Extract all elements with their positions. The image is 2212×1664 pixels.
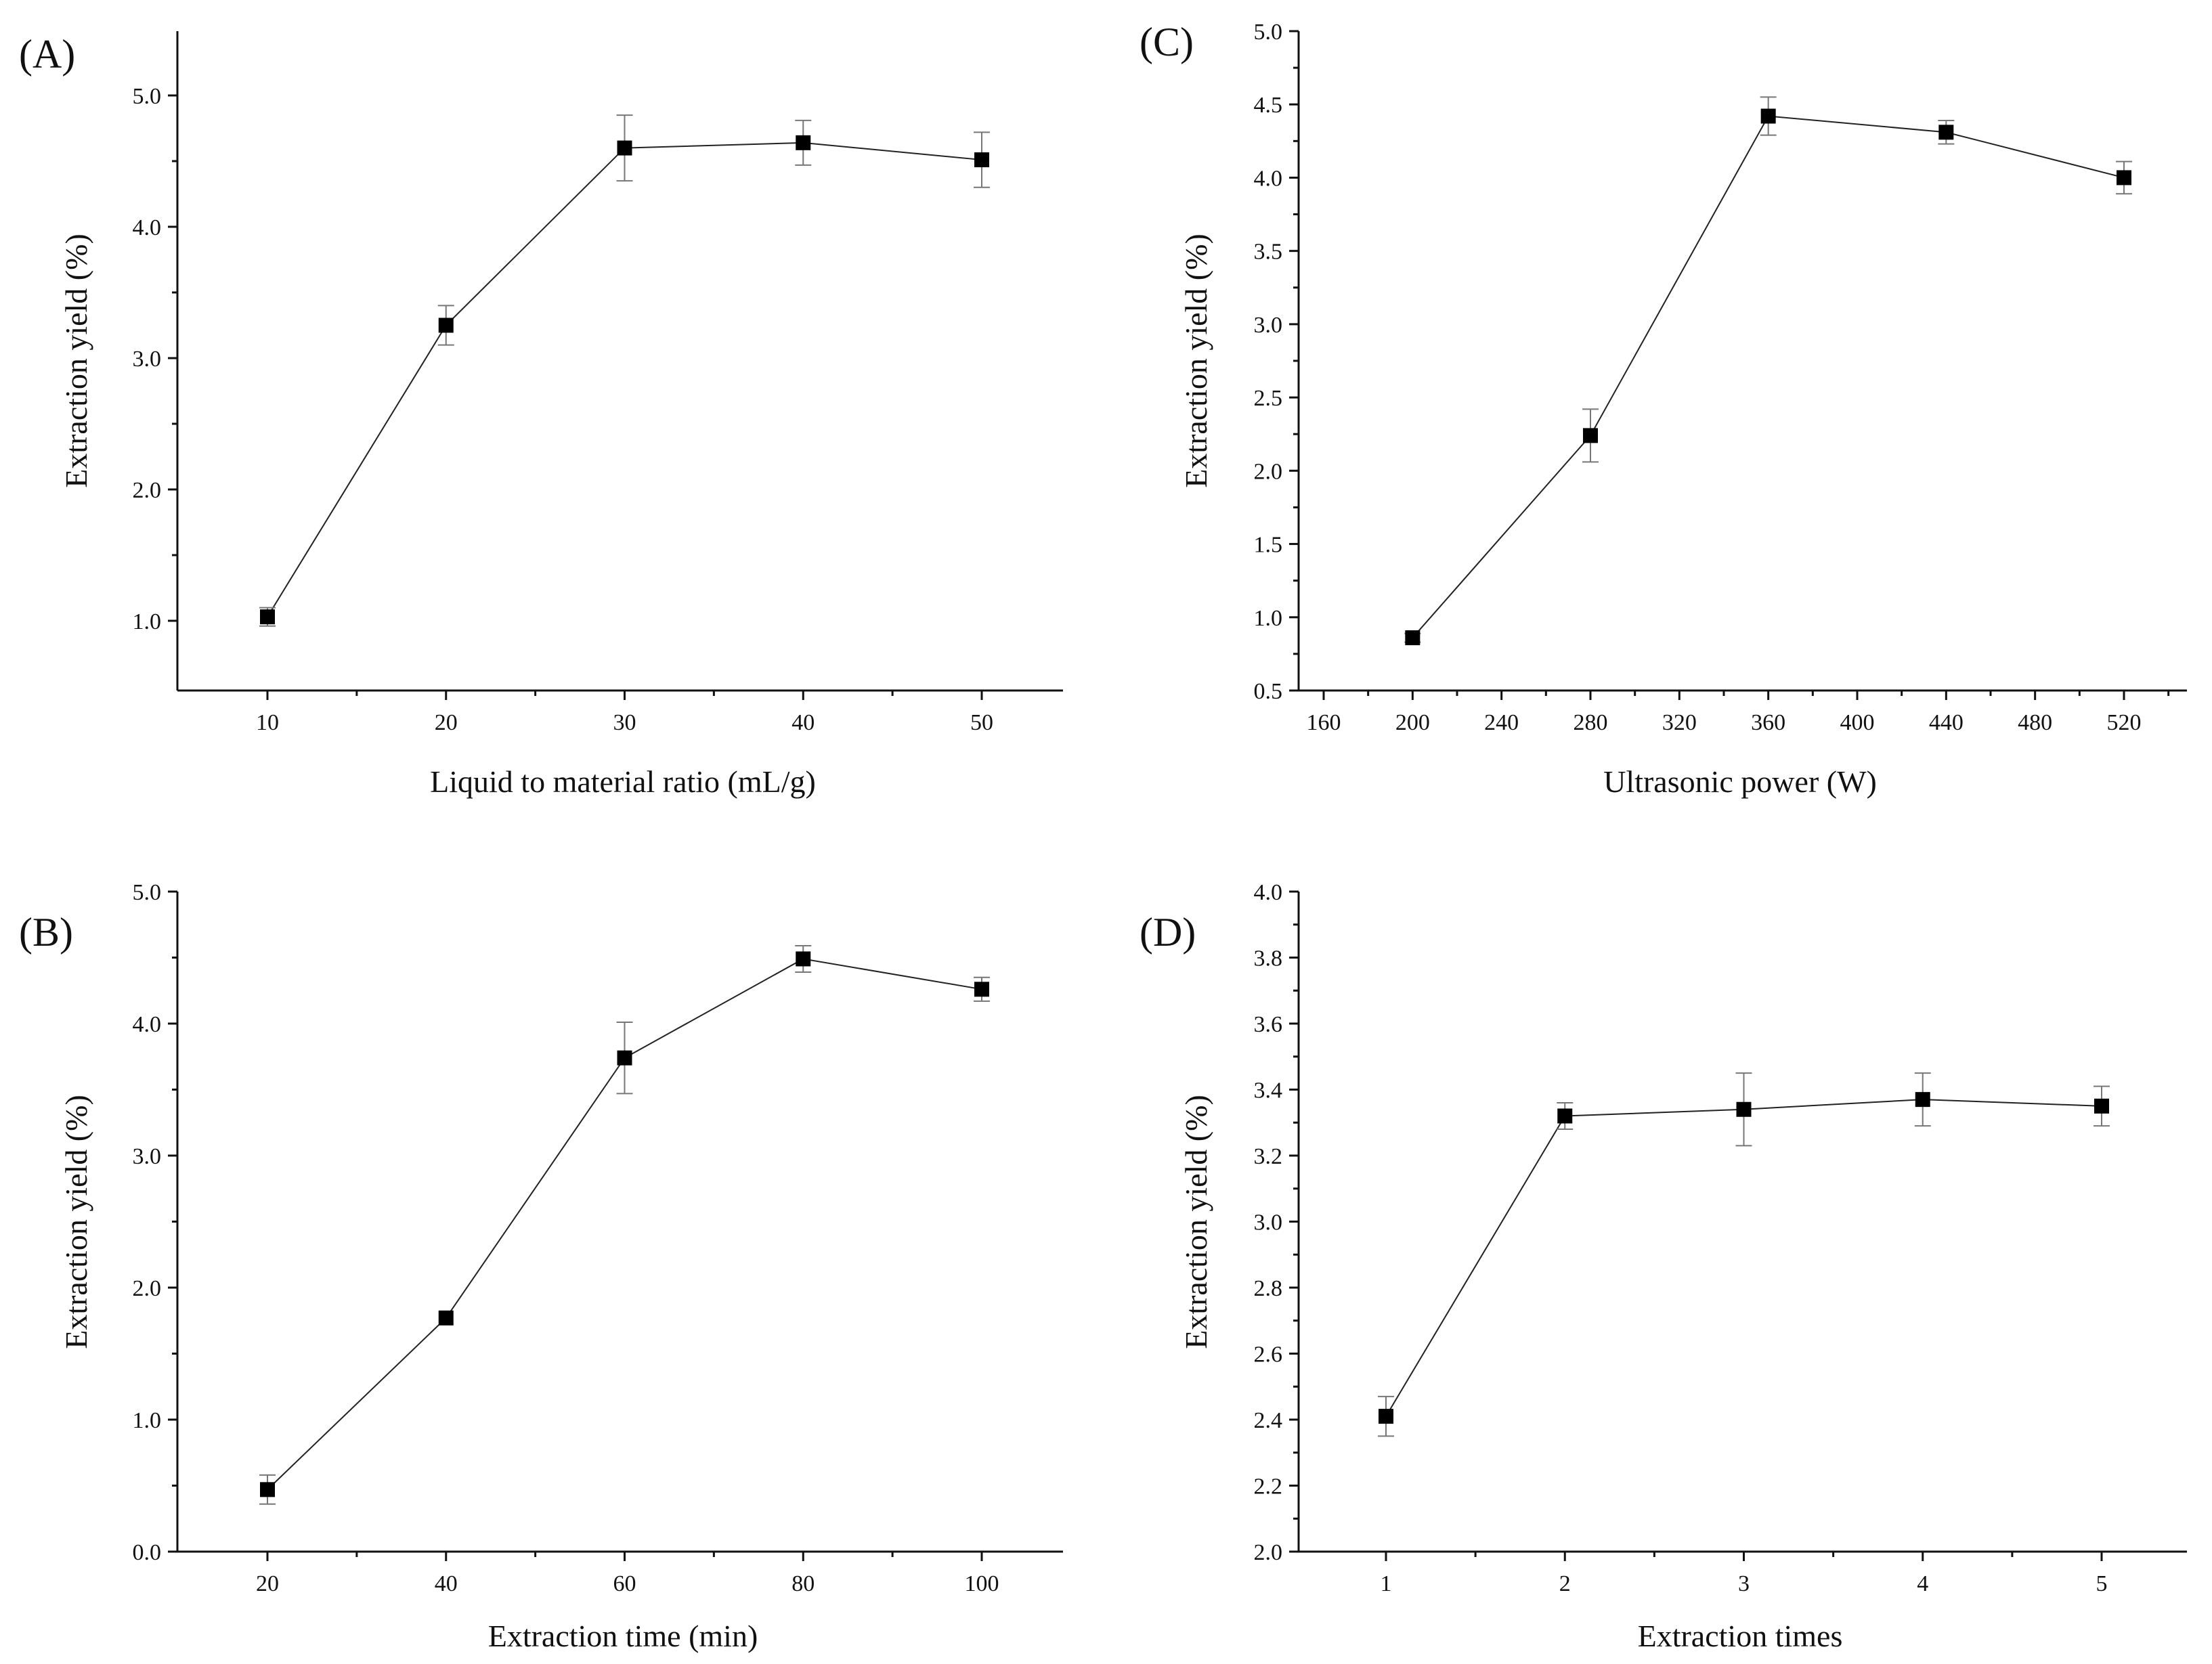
y-tick-label: 0.5 bbox=[1254, 679, 1283, 704]
y-axis-title: Extraction yield (%) bbox=[1179, 1095, 1213, 1349]
x-tick-label: 5 bbox=[2096, 1571, 2108, 1596]
x-tick-label: 440 bbox=[1929, 710, 1964, 735]
panel-label: (A) bbox=[19, 32, 75, 76]
data-point bbox=[1760, 108, 1776, 124]
data-point bbox=[2094, 1098, 2109, 1114]
y-tick-label: 2.2 bbox=[1254, 1474, 1283, 1499]
panel-label: (B) bbox=[19, 910, 73, 955]
y-tick-label: 3.0 bbox=[1254, 313, 1283, 338]
y-tick-label: 4.0 bbox=[133, 1012, 162, 1037]
chart-panel-b: 0.0 1.0 2.0 3.0 4.0 5.0 20 40 60 80 100 (B) Extracti… bbox=[19, 880, 1063, 1653]
panel-label: (C) bbox=[1140, 20, 1194, 64]
y-tick-label: 3.6 bbox=[1254, 1012, 1283, 1037]
x-tick-label: 320 bbox=[1662, 710, 1697, 735]
x-tick-label: 20 bbox=[435, 710, 458, 735]
data-point bbox=[974, 982, 989, 997]
data-point bbox=[1583, 428, 1598, 443]
y-tick-label: 2.4 bbox=[1254, 1408, 1283, 1433]
data-point bbox=[1557, 1108, 1573, 1124]
data-point bbox=[974, 152, 989, 168]
y-tick-label: 2.5 bbox=[1254, 386, 1283, 411]
x-axis-title: Ultrasonic power (W) bbox=[1603, 764, 1877, 799]
y-tick-label: 1.0 bbox=[133, 609, 162, 634]
x-tick-label: 480 bbox=[2018, 710, 2052, 735]
y-tick-label: 2.8 bbox=[1254, 1276, 1283, 1301]
data-point bbox=[796, 135, 811, 150]
data-point bbox=[796, 951, 811, 967]
data-point bbox=[1938, 125, 1954, 140]
x-tick-label: 4 bbox=[1917, 1571, 1928, 1596]
data-point bbox=[260, 609, 275, 625]
y-tick-label: 4.0 bbox=[1254, 880, 1283, 905]
series-line bbox=[267, 141, 982, 617]
y-tick-label: 4.5 bbox=[1254, 93, 1283, 118]
chart-panel-d: 2.0 2.2 2.4 2.6 2.8 3.0 3.2 3.4 3.6 3.8 4.0 1 2 3 4 5 (D… bbox=[1140, 880, 2187, 1653]
x-tick-label: 40 bbox=[435, 1571, 458, 1596]
x-tick-label: 20 bbox=[256, 1571, 279, 1596]
y-tick-label: 1.5 bbox=[1254, 533, 1283, 558]
x-tick-label: 240 bbox=[1484, 710, 1519, 735]
y-tick-label: 3.5 bbox=[1254, 240, 1283, 265]
x-tick-label: 2 bbox=[1559, 1571, 1571, 1596]
data-point bbox=[438, 1310, 454, 1326]
y-tick-label: 2.0 bbox=[133, 478, 162, 503]
x-tick-label: 50 bbox=[970, 710, 993, 735]
data-point bbox=[617, 1050, 632, 1066]
y-tick-label: 1.0 bbox=[1254, 606, 1283, 631]
y-tick-label: 2.0 bbox=[1254, 1540, 1283, 1565]
chart-panel-a: 1.0 2.0 3.0 4.0 5.0 10 20 30 40 50 (A) Liquid to ma… bbox=[19, 31, 1063, 799]
y-axis-title: Extraction yield (%) bbox=[59, 234, 93, 488]
x-tick-label: 3 bbox=[1738, 1571, 1750, 1596]
y-tick-label: 2.0 bbox=[133, 1276, 162, 1301]
data-point bbox=[1379, 1409, 1393, 1424]
x-axis-title: Liquid to material ratio (mL/g) bbox=[430, 764, 816, 799]
y-tick-label: 3.0 bbox=[133, 347, 162, 372]
data-point bbox=[1736, 1101, 1752, 1117]
y-tick-label: 5.0 bbox=[133, 84, 162, 109]
y-tick-label: 2.6 bbox=[1254, 1342, 1283, 1367]
x-tick-label: 10 bbox=[256, 710, 279, 735]
x-tick-label: 40 bbox=[791, 710, 815, 735]
y-tick-label: 3.0 bbox=[1254, 1210, 1283, 1235]
y-tick-label: 5.0 bbox=[1254, 20, 1283, 45]
y-tick-label: 0.0 bbox=[133, 1540, 162, 1565]
data-point bbox=[260, 1482, 275, 1497]
y-axis-title: Extraction yield (%) bbox=[1179, 234, 1213, 488]
x-tick-label: 1 bbox=[1381, 1571, 1392, 1596]
data-point bbox=[1915, 1092, 1930, 1108]
y-tick-label: 3.8 bbox=[1254, 946, 1283, 971]
x-tick-label: 400 bbox=[1840, 710, 1875, 735]
y-tick-label: 3.4 bbox=[1254, 1078, 1283, 1103]
x-tick-label: 280 bbox=[1574, 710, 1608, 735]
data-point bbox=[438, 318, 454, 333]
data-point bbox=[2117, 170, 2131, 185]
y-tick-label: 2.0 bbox=[1254, 459, 1283, 484]
y-tick-label: 4.0 bbox=[133, 215, 162, 240]
y-tick-label: 4.0 bbox=[1254, 166, 1283, 191]
y-tick-label: 3.0 bbox=[133, 1144, 162, 1169]
x-tick-label: 160 bbox=[1307, 710, 1341, 735]
series-line bbox=[1412, 115, 2125, 638]
x-tick-label: 60 bbox=[613, 1571, 636, 1596]
y-tick-label: 5.0 bbox=[133, 880, 162, 905]
x-axis-title: Extraction times bbox=[1638, 1619, 1843, 1653]
series-line bbox=[1385, 1099, 2102, 1417]
x-axis-title: Extraction time (min) bbox=[488, 1619, 758, 1653]
x-tick-label: 30 bbox=[613, 710, 636, 735]
data-point bbox=[617, 140, 632, 156]
x-tick-label: 100 bbox=[965, 1571, 999, 1596]
x-tick-label: 520 bbox=[2107, 710, 2142, 735]
x-tick-label: 200 bbox=[1395, 710, 1430, 735]
chart-panel-c: 0.5 1.0 1.5 2.0 2.5 3.0 3.5 4.0 4.5 5.0 160 200 240 2… bbox=[1140, 20, 2187, 799]
y-axis-title: Extraction yield (%) bbox=[59, 1095, 93, 1349]
data-point bbox=[1405, 630, 1421, 646]
y-tick-label: 3.2 bbox=[1254, 1144, 1283, 1169]
x-tick-label: 360 bbox=[1751, 710, 1785, 735]
y-tick-label: 1.0 bbox=[133, 1408, 162, 1433]
x-tick-label: 80 bbox=[791, 1571, 815, 1596]
panel-label: (D) bbox=[1140, 910, 1196, 955]
